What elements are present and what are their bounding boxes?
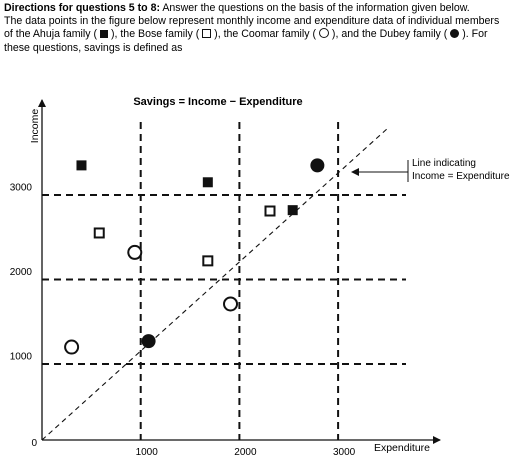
dubey-point <box>141 334 156 349</box>
coomar-point <box>64 339 80 355</box>
y-axis-label: Income <box>29 109 41 144</box>
coomar-text: ), the Coomar family ( <box>214 28 317 41</box>
bose-text: ), the Bose family ( <box>110 28 200 41</box>
filled-circle-icon <box>450 29 460 39</box>
for-text: ). For <box>462 28 488 41</box>
origin-label: 0 <box>31 438 37 449</box>
open-circle-icon <box>318 28 329 39</box>
y-tick-label: 3000 <box>10 183 33 194</box>
dubey-text: ), and the Dubey family ( <box>331 28 448 41</box>
dubey-point <box>310 158 325 173</box>
reference-line-group <box>41 127 409 441</box>
ahuja-text: of the Ahuja family ( <box>4 28 98 41</box>
ahuja-point <box>287 205 298 216</box>
income-equals-expenditure-line <box>41 127 389 441</box>
directions-line-4: these questions, savings is defined as <box>4 41 183 54</box>
directions-text: Directions for questions 5 to 8: Answer … <box>4 2 522 55</box>
x-tick-label: 2000 <box>234 447 257 458</box>
annotation-line-1: Line indicating <box>412 158 476 169</box>
y-tick-label: 1000 <box>10 352 33 363</box>
directions-heading: Directions for questions 5 to 8: <box>4 2 160 14</box>
tick-labels: 1000 2000 3000 1000 2000 3000 <box>10 183 356 459</box>
annotation-line-2: Income = Expenditure <box>412 171 510 182</box>
data-points <box>64 158 325 355</box>
gridlines <box>42 122 406 440</box>
chart-title: Savings = Income − Expenditure <box>133 96 302 108</box>
directions-line-1-rest: Answer the questions on the basis of the… <box>159 2 470 14</box>
directions-line-3: of the Ahuja family ( ), the Bose family… <box>4 28 522 41</box>
x-tick-label: 3000 <box>333 447 356 458</box>
bose-point <box>264 205 276 217</box>
coomar-point <box>127 244 143 260</box>
y-tick-label: 2000 <box>10 267 33 278</box>
open-square-icon <box>202 29 212 39</box>
bose-point <box>93 227 105 239</box>
axes <box>38 99 441 444</box>
coomar-point <box>223 296 239 312</box>
x-tick-label: 1000 <box>136 447 159 458</box>
ahuja-point <box>76 160 87 171</box>
x-axis-label: Expenditure <box>374 442 430 454</box>
filled-square-icon <box>100 30 108 39</box>
bose-point <box>202 255 214 267</box>
directions-line-2: The data points in the figure below repr… <box>4 15 500 28</box>
ahuja-point <box>202 177 213 188</box>
directions-line-1: Directions for questions 5 to 8: Answer … <box>4 2 522 15</box>
